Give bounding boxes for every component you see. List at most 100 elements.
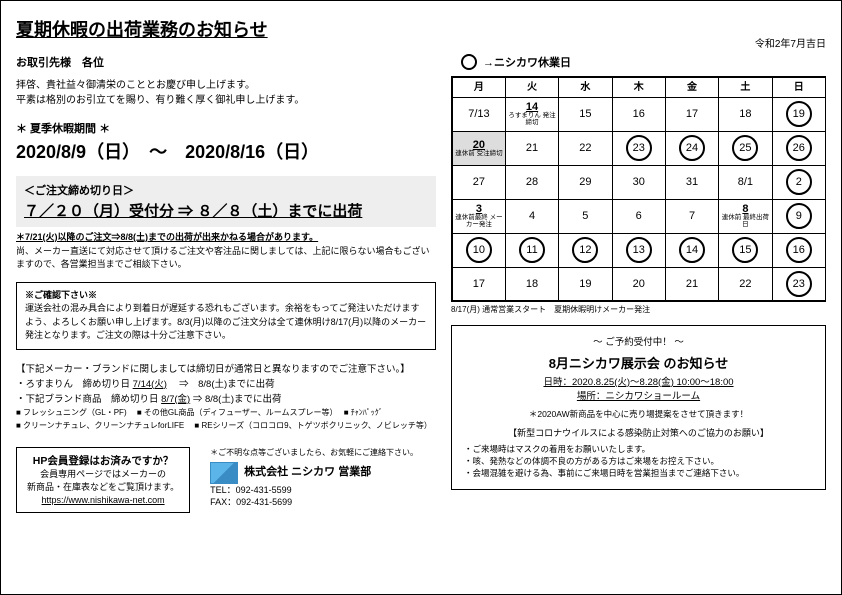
calendar-cell: 18 [505,267,558,301]
event-note: ＊2020AW新商品を中心に売り場提案をさせて頂きます！ [464,408,813,421]
calendar-cell: 5 [559,199,612,233]
calendar-weekday: 木 [612,77,665,97]
calendar-cell: 7 [665,199,718,233]
calendar-cell: 17 [665,97,718,131]
calendar-cell: 18 [719,97,772,131]
closure-range: 2020/8/9（日） ～ 2020/8/16（日） [16,138,436,164]
brand-line-1c: ⇒ 8/8(土)までに出荷 [170,379,275,390]
calendar-day-number: 21 [667,278,717,290]
calendar-cell: 20 [612,267,665,301]
calendar-cell: 17 [452,267,505,301]
calendar-day-number: 19 [560,278,610,290]
hp-title: HP会員登録はお済みですか？ [27,454,179,469]
calendar-cell: 22 [719,267,772,301]
calendar-day-number: 12 [560,244,610,256]
calendar-day-number: 7 [667,210,717,222]
signature-tel: TEL：092-431-5599 [210,484,418,497]
calendar-cell: 19 [772,97,825,131]
calendar-day-number: 17 [667,108,717,120]
calendar-cell: 22 [559,131,612,165]
circle-icon [461,54,477,70]
signature-box: ＊ご不明な点等ございましたら、お気軽にご連絡下さい。 株式会社 ニシカワ 営業部… [210,447,418,509]
brand-block: 【下記メーカー・ブランドに関しましては締切日が通常日と異なりますのでご注意下さい… [16,362,436,433]
calendar-cell: 31 [665,165,718,199]
confirm-body: 運送会社の混み具合により到着日が遅延する恐れもございます。余裕をもってご発注いた… [25,302,427,343]
brand-small-2: ■ クリーンナチュレ、クリーンナチュレforLIFE ■ REシリーズ（コロコロ… [16,420,436,433]
calendar-cell: 25 [719,131,772,165]
left-column: お取引先様 各位 拝啓、貴社益々御清栄のこととお慶び申し上げます。 平素は格別の… [16,54,436,513]
calendar-cell: 24 [665,131,718,165]
calendar-day-number: 24 [667,142,717,154]
brand-line-2: ・下記ブランド商品 締め切り日 8/7(金) ⇒ 8/8(土)までに出荷 [16,392,436,407]
calendar-day-number: 16 [774,244,824,256]
event-box: ～ ご予約受付中！ ～ 8月ニシカワ展示会 のお知らせ 日時：2020.8.25… [451,325,826,490]
calendar-day-number: 15 [560,108,610,120]
calendar-day-number: 28 [507,176,557,188]
calendar-day-number: 18 [720,108,770,120]
signature-fax: FAX：092-431-5699 [210,496,418,509]
event-place: 場所：ニシカワショールーム [464,390,813,404]
closure-label: ＊ 夏季休暇期間 ＊ [16,120,436,136]
brand-small-1: ■ フレッシュニング（GL・PF) ■ その他GL商品（ディフューザー、ルームス… [16,407,436,420]
covid-body: ・ご来場時はマスクの着用をお願いいたします。 ・咳、発熱などの体調不良の方がある… [464,443,813,480]
brand-lead: 【下記メーカー・ブランドに関しましては締切日が通常日と異なりますのでご注意下さい… [16,362,436,377]
calendar-footnote: 8/17(月) 通常営業スタート 夏期休暇明けメーカー発注 [451,304,826,315]
calendar-cell: 14 [665,233,718,267]
calendar-cell: 30 [612,165,665,199]
calendar-cell: 29 [559,165,612,199]
calendar-day-sub: 連休前 最終出荷日 [720,215,770,229]
event-date: 日時：2020.8.25(火)～8.28(金) 10:00～18:00 [464,376,813,390]
calendar-day-number: 13 [614,244,664,256]
calendar-day-number: 20 [454,139,504,151]
calendar-day-number: 9 [774,210,824,222]
calendar-cell: 27 [452,165,505,199]
brand-line-1: ・ろすまりん 締め切り日 7/14(火) ⇒ 8/8(土)までに出荷 [16,377,436,392]
calendar-cell: 12 [559,233,612,267]
calendar-cell: 9 [772,199,825,233]
hp-url[interactable]: https://www.nishikawa-net.com [27,494,179,507]
calendar-day-sub: 連休前最終 メーカー発注 [454,215,504,229]
company-logo-icon [210,462,238,484]
signature-note: ＊ご不明な点等ございましたら、お気軽にご連絡下さい。 [210,447,418,458]
issue-date: 令和2年7月吉日 [755,35,826,50]
calendar-day-number: 20 [614,278,664,290]
addressee: お取引先様 各位 [16,54,436,70]
calendar-day-number: 23 [774,278,824,290]
calendar-cell: 6 [612,199,665,233]
covid-title: 【新型コロナウイルスによる感染防止対策へのご協力のお願い】 [464,427,813,441]
covid-line-1: ・ご来場時はマスクの着用をお願いいたします。 [464,443,813,455]
calendar-weekday: 土 [719,77,772,97]
calendar-day-number: 17 [454,278,504,290]
calendar-day-number: 29 [560,176,610,188]
brand-line-2b: 8/7(金) [161,394,190,405]
calendar-weekday: 火 [505,77,558,97]
calendar-cell: 3連休前最終 メーカー発注 [452,199,505,233]
calendar-cell: 4 [505,199,558,233]
calendar-day-number: 22 [720,278,770,290]
calendar-legend: →ニシカワ休業日 [461,54,826,70]
calendar-weekday: 月 [452,77,505,97]
brand-line-2a: ・下記ブランド商品 締め切り日 [16,394,161,405]
calendar-cell: 20連休前 受注締切 [452,131,505,165]
event-title: 8月ニシカワ展示会 のお知らせ [464,354,813,374]
hp-body-2: 新商品・在庫表などをご覧頂けます。 [27,481,179,494]
calendar-weekday: 日 [772,77,825,97]
deadline-line: ７／２０（月）受付分 ⇒ ８／８（土）までに出荷 [24,200,428,221]
calendar-day-number: 15 [720,244,770,256]
calendar-day-number: 4 [507,210,557,222]
calendar-day-number: 7/13 [454,108,504,120]
calendar-cell: 16 [772,233,825,267]
covid-line-3: ・会場混雑を避ける為、事前にご来場日時を営業担当までご連絡下さい。 [464,467,813,479]
calendar-day-number: 31 [667,176,717,188]
calendar-cell: 14ろすまりん 発注締切 [505,97,558,131]
hp-body-1: 会員専用ページではメーカーの [27,468,179,481]
deadline-box: ＜ご注文締め切り日＞ ７／２０（月）受付分 ⇒ ８／８（土）までに出荷 [16,176,436,227]
footer-row: HP会員登録はお済みですか？ 会員専用ページではメーカーの 新商品・在庫表などを… [16,447,436,513]
calendar-cell: 15 [719,233,772,267]
calendar-day-number: 11 [507,244,557,256]
covid-line-2: ・咳、発熱などの体調不良の方がある方はご来場をお控え下さい。 [464,455,813,467]
calendar-cell: 8/1 [719,165,772,199]
calendar-table: 月火水木金土日 7/1314ろすまりん 発注締切151617181920連休前 … [451,76,826,302]
calendar-cell: 21 [505,131,558,165]
hp-box: HP会員登録はお済みですか？ 会員専用ページではメーカーの 新商品・在庫表などを… [16,447,190,513]
